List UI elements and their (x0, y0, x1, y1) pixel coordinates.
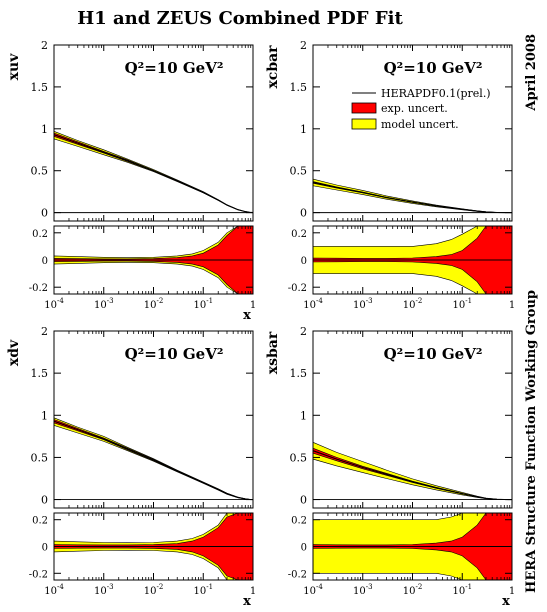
y-axis-label: xuv (6, 53, 22, 81)
panel-bottom-right: 0 0.5 1 1.5 2 xsbar Q²=10 GeV² (265, 325, 513, 509)
y-tick-label: 1.5 (31, 81, 49, 94)
x-tick-label: 10-3 (353, 583, 373, 597)
x-tick-label: 10-4 (303, 583, 323, 597)
y-tick-label: 0.2 (32, 229, 48, 240)
side-label-group: HERA Structure Function Working Group (524, 290, 539, 593)
x-tick-label: 10-3 (94, 297, 114, 311)
y-tick-label: 0 (300, 207, 307, 220)
y-tick-label: 0 (41, 494, 48, 507)
panel-top-right-ratio: -0.2 0 0.2 10-4 10-3 10-2 10-1 1 (288, 225, 515, 311)
y-tick-label: 0 (42, 543, 48, 554)
model-uncert-band (53, 130, 254, 213)
x-tick-label: 10-2 (403, 583, 423, 597)
panel-bottom-left-ratio: -0.2 0 0.2 10-4 10-3 10-2 10-1 1x (29, 512, 256, 609)
x-tick-label: 1 (509, 300, 515, 311)
y-tick-label: 0.5 (290, 165, 308, 178)
x-axis-label: x (502, 594, 510, 609)
x-tick-label: 10-2 (403, 297, 423, 311)
panel-top-left: 0 0.5 1 1.5 2 xuv Q²=10 GeV² (6, 39, 254, 222)
q2-annotation: Q²=10 GeV² (125, 345, 224, 363)
y-tick-label: 0 (42, 256, 48, 267)
y-tick-label: 1 (41, 123, 48, 136)
y-tick-label: -0.2 (29, 569, 48, 580)
x-tick-label: 10-3 (94, 583, 114, 597)
y-tick-label: 1.5 (290, 367, 308, 380)
x-tick-label: 10-1 (193, 297, 213, 311)
panel-bottom-right-ratio: -0.2 0 0.2 10-4 10-3 10-2 10-1 1x (288, 512, 515, 609)
x-tick-label: 10-2 (144, 297, 164, 311)
y-tick-label: 0.5 (31, 451, 49, 464)
y-tick-label: 0 (41, 207, 48, 220)
x-tick-label: 10-3 (353, 297, 373, 311)
y-tick-label: 0 (301, 256, 307, 267)
legend: HERAPDF0.1(prel.) exp. uncert. model unc… (351, 87, 491, 131)
y-axis-label: xdv (6, 339, 22, 366)
side-label-date: April 2008 (524, 34, 539, 112)
panel-bottom-left: 0 0.5 1 1.5 2 xdv Q²=10 GeV² (6, 325, 254, 509)
y-tick-label: 1 (300, 123, 307, 136)
panel-top-right: 0 0.5 1 1.5 2 xcbar Q²=10 GeV² (265, 39, 513, 222)
x-tick-label: 10-4 (44, 583, 64, 597)
model-uncert-band (53, 417, 254, 500)
legend-model-label: model uncert. (381, 118, 459, 131)
x-tick-label: 10-4 (44, 297, 64, 311)
q2-annotation: Q²=10 GeV² (125, 59, 224, 77)
x-axis-label: x (243, 594, 251, 609)
y-tick-label: 2 (41, 39, 48, 52)
y-tick-label: 0.5 (290, 451, 308, 464)
y-tick-label: -0.2 (288, 283, 307, 294)
central-fit-line (312, 181, 512, 214)
y-tick-label: 0.2 (291, 229, 307, 240)
y-tick-label: 1 (41, 409, 48, 422)
y-axis-label: xsbar (265, 331, 281, 374)
y-tick-label: -0.2 (29, 283, 48, 294)
y-tick-label: -0.2 (288, 569, 307, 580)
y-tick-label: 2 (300, 39, 307, 52)
x-tick-label: 1 (509, 586, 515, 597)
y-tick-label: 0.2 (32, 516, 48, 527)
y-tick-label: 1.5 (31, 367, 49, 380)
x-tick-label: 1 (250, 300, 256, 311)
central-fit-line (53, 134, 254, 214)
x-tick-label: 10-4 (303, 297, 323, 311)
legend-exp-label: exp. uncert. (381, 102, 448, 115)
y-tick-label: 1 (300, 409, 307, 422)
figure-title: H1 and ZEUS Combined PDF Fit (77, 8, 403, 29)
y-tick-label: 0.5 (31, 165, 49, 178)
x-tick-label: 1 (250, 586, 256, 597)
legend-model-swatch (351, 118, 377, 130)
x-tick-label: 10-2 (144, 583, 164, 597)
y-axis-label: xcbar (265, 45, 281, 89)
model-uncert-band (312, 441, 512, 500)
x-axis-label: x (243, 308, 251, 323)
y-tick-label: 1.5 (290, 81, 308, 94)
y-tick-label: 0 (300, 494, 307, 507)
y-tick-label: 0.2 (291, 516, 307, 527)
q2-annotation: Q²=10 GeV² (384, 59, 483, 77)
legend-central-label: HERAPDF0.1(prel.) (381, 87, 491, 100)
q2-annotation: Q²=10 GeV² (384, 345, 483, 363)
central-fit-line (312, 450, 512, 501)
panels: 0 0.5 1 1.5 2 xuv Q²=10 GeV² 0 0.5 1 1.5 2 xcbar Q²=1… (6, 39, 515, 609)
model-uncert-band (312, 178, 512, 213)
central-fit-line (53, 420, 254, 501)
x-tick-label: 10-1 (193, 583, 213, 597)
legend-exp-swatch (351, 102, 377, 114)
panel-top-left-ratio: -0.2 0 0.2 10-4 10-3 10-2 10-1 1x (29, 225, 256, 323)
x-tick-label: 10-1 (452, 297, 472, 311)
y-tick-label: 0 (301, 543, 307, 554)
y-tick-label: 2 (41, 325, 48, 338)
x-tick-label: 10-1 (452, 583, 472, 597)
y-tick-label: 2 (300, 325, 307, 338)
